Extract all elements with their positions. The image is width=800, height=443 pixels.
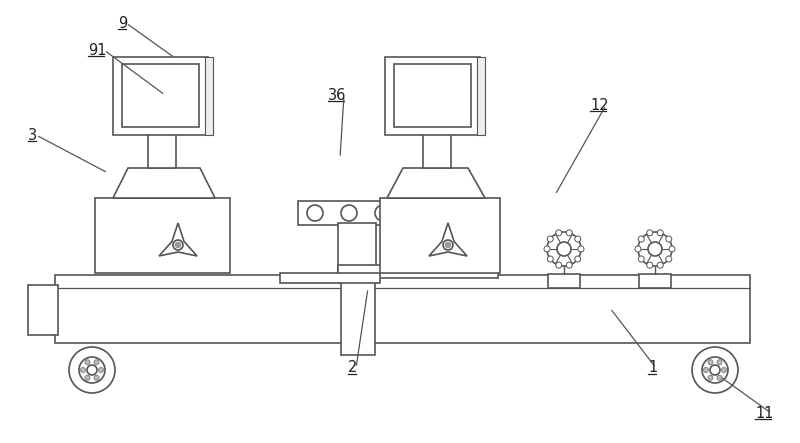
Circle shape xyxy=(547,232,581,266)
Bar xyxy=(385,57,480,135)
Bar xyxy=(639,274,671,288)
Circle shape xyxy=(638,256,644,262)
Circle shape xyxy=(173,240,183,250)
Circle shape xyxy=(669,246,675,252)
Circle shape xyxy=(658,262,663,268)
Circle shape xyxy=(175,242,181,248)
Circle shape xyxy=(702,357,728,383)
Circle shape xyxy=(98,368,103,373)
Circle shape xyxy=(710,365,720,375)
Circle shape xyxy=(574,236,581,242)
Circle shape xyxy=(557,242,571,256)
Circle shape xyxy=(703,368,709,373)
Circle shape xyxy=(635,246,641,252)
Bar xyxy=(338,265,498,278)
Circle shape xyxy=(69,347,115,393)
Bar xyxy=(148,133,176,168)
Text: 36: 36 xyxy=(328,88,346,102)
Circle shape xyxy=(708,360,713,365)
Circle shape xyxy=(658,230,663,236)
Circle shape xyxy=(717,375,722,380)
Circle shape xyxy=(692,347,738,393)
Text: 1: 1 xyxy=(648,361,658,376)
Circle shape xyxy=(87,365,97,375)
Polygon shape xyxy=(387,168,485,198)
Bar xyxy=(298,201,416,225)
Bar xyxy=(477,57,485,135)
Circle shape xyxy=(94,375,99,380)
Circle shape xyxy=(708,375,713,380)
Bar xyxy=(95,198,230,273)
Text: 11: 11 xyxy=(755,405,774,420)
Circle shape xyxy=(578,246,584,252)
Circle shape xyxy=(81,368,86,373)
Bar xyxy=(548,274,580,288)
Bar xyxy=(113,57,208,135)
Bar xyxy=(122,64,199,127)
Bar xyxy=(394,64,471,127)
Bar xyxy=(28,285,58,335)
Circle shape xyxy=(85,360,90,365)
Circle shape xyxy=(574,256,581,262)
Circle shape xyxy=(79,357,105,383)
Circle shape xyxy=(648,242,662,256)
Text: 2: 2 xyxy=(348,361,358,376)
Circle shape xyxy=(666,256,672,262)
Circle shape xyxy=(722,368,726,373)
Circle shape xyxy=(446,242,450,248)
Circle shape xyxy=(556,262,562,268)
Bar xyxy=(380,198,500,273)
Circle shape xyxy=(375,205,391,221)
Circle shape xyxy=(85,375,90,380)
Circle shape xyxy=(307,205,323,221)
Text: 12: 12 xyxy=(590,97,609,113)
Circle shape xyxy=(544,246,550,252)
Circle shape xyxy=(556,230,562,236)
Bar xyxy=(341,280,375,355)
Circle shape xyxy=(341,205,357,221)
Circle shape xyxy=(547,256,554,262)
Circle shape xyxy=(94,360,99,365)
Bar xyxy=(205,57,213,135)
Circle shape xyxy=(717,360,722,365)
Text: 3: 3 xyxy=(28,128,37,143)
Circle shape xyxy=(638,236,644,242)
Bar xyxy=(55,275,750,343)
Circle shape xyxy=(638,232,672,266)
Bar xyxy=(423,133,451,168)
Circle shape xyxy=(566,230,572,236)
Text: 9: 9 xyxy=(118,16,127,31)
Polygon shape xyxy=(429,223,467,256)
Circle shape xyxy=(443,240,453,250)
Circle shape xyxy=(646,230,653,236)
Circle shape xyxy=(666,236,672,242)
Polygon shape xyxy=(159,223,197,256)
Text: 91: 91 xyxy=(88,43,106,58)
Circle shape xyxy=(646,262,653,268)
Bar xyxy=(338,223,376,283)
Bar xyxy=(280,273,380,283)
Circle shape xyxy=(547,236,554,242)
Circle shape xyxy=(566,262,572,268)
Polygon shape xyxy=(113,168,215,198)
